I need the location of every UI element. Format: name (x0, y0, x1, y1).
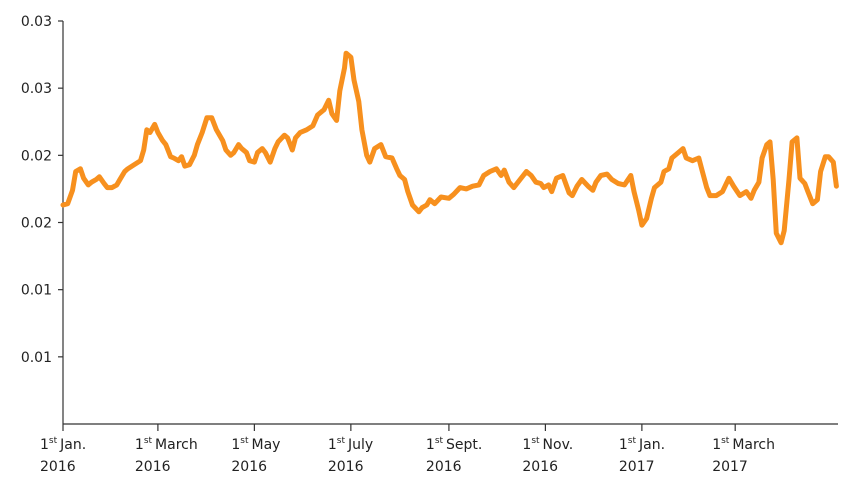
tick-day: 1 (426, 437, 435, 453)
tick-month: May (252, 437, 281, 453)
x-tick-year: 2016 (522, 459, 558, 475)
tick-ordinal: st (628, 436, 637, 446)
tick-ordinal: st (721, 436, 730, 446)
tick-day: 1 (40, 437, 49, 453)
y-tick-label: 0.01 (21, 350, 52, 366)
tick-month: Jan. (59, 437, 86, 453)
x-tick-year: 2016 (40, 459, 76, 475)
x-tick-year: 2017 (619, 459, 655, 475)
x-tick-year: 2017 (712, 459, 748, 475)
x-tick-year: 2016 (231, 459, 267, 475)
tick-day: 1 (522, 437, 531, 453)
tick-month: Sept. (446, 437, 482, 453)
tick-month: Nov. (543, 437, 574, 453)
tick-ordinal: st (144, 436, 153, 446)
x-tick-label: 1st May (231, 436, 280, 453)
tick-day: 1 (619, 437, 628, 453)
x-tick-label: 1st July (328, 436, 373, 453)
tick-ordinal: st (240, 436, 249, 446)
x-tick-label: 1st Nov. (522, 436, 573, 453)
tick-day: 1 (135, 437, 144, 453)
x-tick-year: 2016 (135, 459, 171, 475)
tick-month: July (347, 437, 373, 453)
x-tick-label: 1st Jan. (40, 436, 86, 453)
y-tick-label: 0.02 (21, 148, 52, 164)
tick-day: 1 (231, 437, 240, 453)
x-tick-year: 2016 (328, 459, 364, 475)
y-tick-label: 0.02 (21, 216, 52, 232)
data-line (60, 50, 839, 246)
tick-month: March (732, 437, 775, 453)
y-tick-label: 0.01 (21, 283, 52, 299)
tick-ordinal: st (531, 436, 540, 446)
y-tick-label: 0.03 (21, 81, 52, 97)
x-tick-label: 1st March (712, 436, 775, 453)
x-tick-label: 1st March (135, 436, 198, 453)
tick-ordinal: st (49, 436, 58, 446)
y-tick-label: 0.03 (21, 14, 52, 30)
tick-month: March (155, 437, 198, 453)
tick-day: 1 (712, 437, 721, 453)
tick-ordinal: st (337, 436, 346, 446)
tick-month: Jan. (638, 437, 665, 453)
x-tick-year: 2016 (426, 459, 462, 475)
x-tick-label: 1st Jan. (619, 436, 665, 453)
tick-ordinal: st (435, 436, 444, 446)
tick-day: 1 (328, 437, 337, 453)
x-tick-label: 1st Sept. (426, 436, 482, 453)
